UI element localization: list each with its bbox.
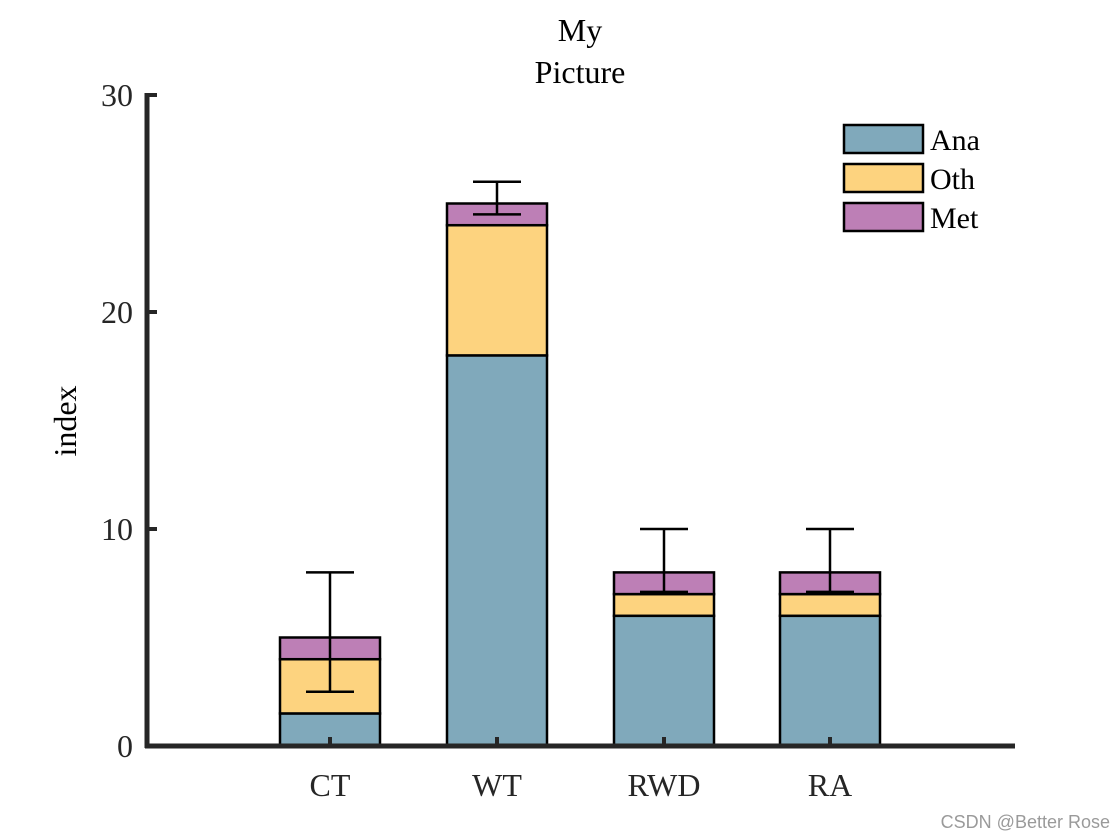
axes-layer [144, 93, 1015, 749]
legend: Ana Oth Met [842, 123, 980, 235]
bar-wt-ana [445, 354, 549, 748]
bar-rwd-ana [612, 614, 716, 748]
x-tick-label-wt: WT [472, 767, 522, 803]
bar-ra-oth [778, 592, 882, 618]
y-tick-label-0: 0 [117, 728, 133, 764]
bar-wt-oth [445, 223, 549, 357]
bar-ra-ana [778, 614, 882, 748]
legend-label-oth: Oth [930, 163, 975, 196]
bars-layer [278, 202, 882, 748]
tick-labels-layer: 0 10 20 30 CT WT RWD RA [101, 77, 852, 803]
error-bars-layer [306, 180, 854, 693]
legend-label-met: Met [930, 202, 979, 235]
legend-label-ana: Ana [930, 124, 980, 157]
chart-title-line-1: My [558, 12, 602, 48]
bar-rwd-oth [612, 592, 716, 618]
legend-swatch-oth [842, 162, 925, 194]
chart-title-line-2: Picture [535, 54, 626, 90]
x-tick-label-ra: RA [808, 767, 852, 803]
x-tick-label-rwd: RWD [628, 767, 701, 803]
chart-title: My Picture [535, 12, 626, 90]
y-tick-label-30: 30 [101, 77, 133, 113]
y-tick-label-20: 20 [101, 294, 133, 330]
legend-swatch-met [842, 201, 925, 233]
legend-swatch-ana [842, 123, 925, 155]
y-axis-label: index [47, 385, 83, 456]
x-tick-label-ct: CT [310, 767, 351, 803]
y-tick-label-10: 10 [101, 511, 133, 547]
watermark: CSDN @Better Rose [941, 812, 1110, 832]
